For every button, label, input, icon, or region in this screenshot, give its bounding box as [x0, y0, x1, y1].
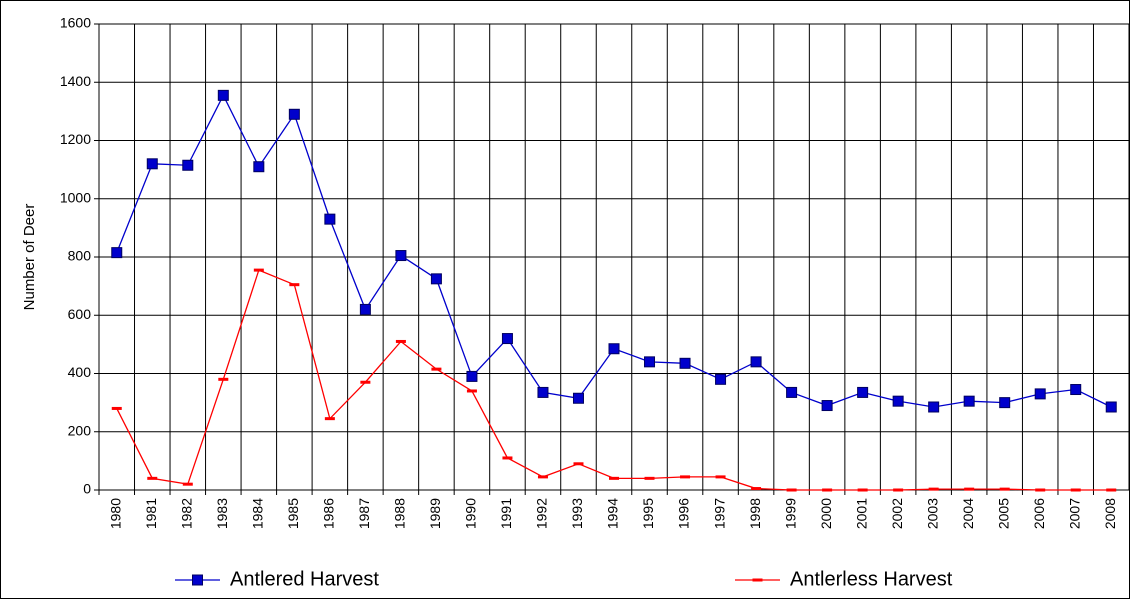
y-tick-label: 0 [83, 481, 91, 497]
x-tick-label: 1981 [143, 498, 159, 529]
x-tick-label: 1982 [178, 498, 194, 529]
x-tick-label: 2000 [818, 498, 834, 529]
data-point [537, 386, 549, 398]
data-point [217, 89, 229, 101]
data-point [288, 108, 300, 120]
x-tick-label: 1991 [498, 498, 514, 529]
data-point [111, 247, 123, 259]
data-point [395, 250, 407, 262]
x-tick-label: 2001 [853, 498, 869, 529]
data-point [359, 303, 371, 315]
y-tick-label: 1600 [60, 15, 91, 31]
x-tick-label: 1996 [676, 498, 692, 529]
data-point [821, 400, 833, 412]
x-tick-label: 1992 [534, 498, 550, 529]
x-tick-label: 1985 [285, 498, 301, 529]
x-tick-label: 1987 [356, 498, 372, 529]
data-point [963, 395, 975, 407]
data-point [857, 386, 869, 398]
x-tick-label: 1993 [569, 498, 585, 529]
x-tick-label: 1988 [392, 498, 408, 529]
data-point [999, 397, 1011, 409]
legend-label: Antlered Harvest [230, 568, 379, 590]
data-point [786, 386, 798, 398]
data-point [324, 213, 336, 225]
y-tick-label: 1000 [60, 189, 91, 205]
data-point [715, 373, 727, 385]
data-point [750, 356, 762, 368]
x-tick-label: 1994 [605, 498, 621, 529]
data-point [892, 395, 904, 407]
x-tick-label: 1989 [427, 498, 443, 529]
x-tick-label: 2004 [960, 498, 976, 529]
data-point [253, 161, 265, 173]
x-tick-label: 1997 [711, 498, 727, 529]
data-point [572, 392, 584, 404]
x-tick-label: 2005 [995, 498, 1011, 529]
data-point [608, 343, 620, 355]
y-tick-label: 600 [68, 306, 92, 322]
x-tick-label: 1995 [640, 498, 656, 529]
x-tick-label: 1986 [321, 498, 337, 529]
x-tick-label: 1998 [747, 498, 763, 529]
legend-label: Antlerless Harvest [790, 568, 953, 590]
data-point [1105, 401, 1117, 413]
data-point [679, 357, 691, 369]
data-point [430, 273, 442, 285]
x-tick-label: 1990 [463, 498, 479, 529]
legend-marker [192, 574, 203, 586]
data-point [146, 158, 158, 170]
y-tick-label: 400 [68, 364, 92, 380]
x-tick-label: 1983 [214, 498, 230, 529]
x-tick-label: 2008 [1102, 498, 1118, 529]
x-tick-label: 1984 [250, 498, 266, 529]
y-axis-label: Number of Deer [21, 204, 38, 311]
x-tick-label: 1999 [782, 498, 798, 529]
x-tick-label: 2003 [924, 498, 940, 529]
y-tick-label: 1400 [60, 73, 91, 89]
data-point [928, 401, 940, 413]
data-point [501, 333, 513, 345]
data-point [1070, 384, 1082, 396]
x-tick-label: 2002 [889, 498, 905, 529]
x-tick-label: 2006 [1031, 498, 1047, 529]
y-tick-label: 800 [68, 248, 92, 264]
data-point [1034, 388, 1046, 400]
data-point [466, 370, 478, 382]
data-point [644, 356, 656, 368]
x-tick-label: 2007 [1066, 498, 1082, 529]
y-tick-label: 1200 [60, 131, 91, 147]
y-tick-label: 200 [68, 422, 92, 438]
x-tick-label: 1980 [107, 498, 123, 529]
data-point [182, 159, 194, 171]
